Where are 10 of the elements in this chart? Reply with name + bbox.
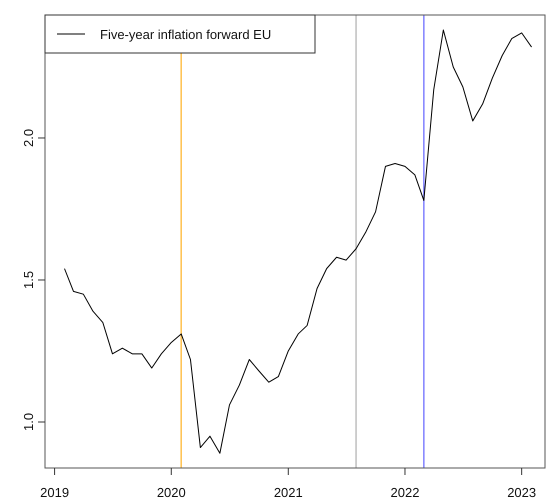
y-tick-label: 2.0 [21, 128, 36, 148]
line-series [64, 30, 532, 454]
y-tick-label: 1.0 [21, 412, 36, 432]
legend-label: Five-year inflation forward EU [100, 27, 272, 42]
x-tick-label: 2021 [274, 485, 303, 500]
x-tick-label: 2023 [507, 485, 536, 500]
x-tick-label: 2019 [40, 485, 70, 500]
x-tick-label: 2022 [390, 485, 420, 500]
x-tick-label: 2020 [156, 485, 186, 500]
y-tick-label: 1.5 [21, 270, 36, 290]
